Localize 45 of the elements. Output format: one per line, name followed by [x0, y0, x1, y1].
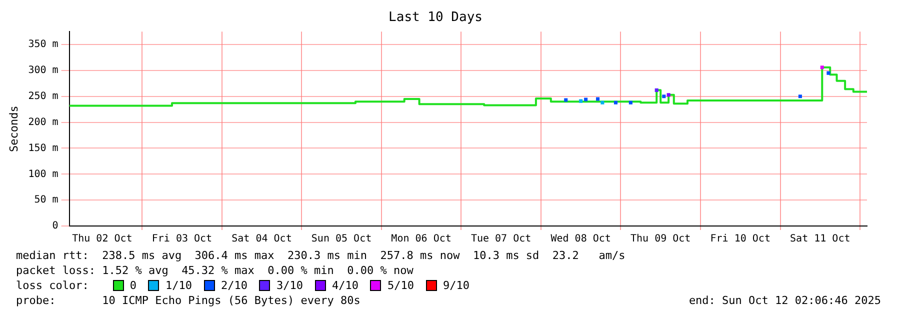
y-tick-label: 100 m	[28, 168, 58, 180]
point	[564, 98, 568, 102]
x-tick-label: Mon 06 Oct	[391, 234, 452, 245]
text: median rtt: 238.5 ms avg 306.4 ms max 230.3 ms min 257.8 ms now 10.3 ms sd 23.2 am/s	[16, 248, 626, 263]
legend-label: 9/10	[442, 278, 470, 293]
x-tick-label: Thu 09 Oct	[630, 234, 691, 245]
legend-label: 5/10	[387, 278, 414, 293]
x-tick-label: Fri 10 Oct	[710, 234, 770, 245]
y-tick-label: 250 m	[28, 90, 58, 102]
y-axis-title: Seconds	[7, 106, 20, 152]
y-tick-label: 50 m	[34, 194, 58, 206]
y-tick-label: 150 m	[28, 142, 58, 154]
point	[628, 100, 632, 104]
point	[798, 94, 802, 98]
chart-title: Last 10 Days	[388, 10, 482, 26]
point	[662, 94, 666, 98]
y-tick-label: 350 m	[28, 39, 58, 50]
x-tick-label: Tue 07 Oct	[470, 234, 532, 245]
legend-label: 1/10	[165, 278, 192, 293]
legend-label: 3/10	[276, 278, 303, 293]
y-tick-label: 0	[52, 220, 58, 232]
point	[596, 97, 600, 101]
point	[579, 99, 583, 103]
point	[614, 100, 618, 104]
point	[654, 88, 658, 92]
legend-label: 2/10	[220, 278, 248, 293]
x-tick-label: Fri 03 Oct	[152, 234, 212, 245]
legend-label: 4/10	[332, 278, 358, 293]
legend-title: loss color:	[16, 278, 89, 293]
y-tick-label: 200 m	[28, 116, 58, 128]
text: packet loss: 1.52 % avg 45.32 % max 0.00 % min 0.00 % now	[16, 263, 414, 278]
point	[584, 98, 588, 102]
x-tick-label: Sat 04 Oct	[232, 234, 292, 245]
legend-label: 0	[130, 278, 136, 293]
x-tick-label: Sat 11 Oct	[790, 234, 850, 245]
point	[666, 93, 670, 97]
text: end: Sun Oct 12 02:06:46 2025	[688, 293, 881, 308]
point	[826, 71, 830, 75]
y-tick-label: 300 m	[28, 65, 58, 76]
x-tick-label: Wed 08 Oct	[550, 234, 611, 245]
text: probe: 10 ICMP Echo Pings (56 Bytes) every 80s	[16, 293, 360, 308]
point	[820, 66, 824, 70]
x-tick-label: Sun 05 Oct	[311, 234, 372, 245]
x-tick-label: Thu 02 Oct	[72, 234, 132, 245]
point	[600, 100, 604, 104]
